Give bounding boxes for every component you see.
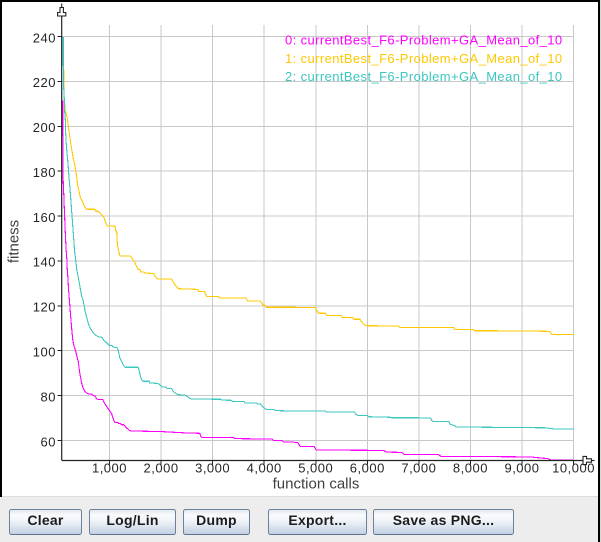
svg-text:9,000: 9,000 <box>504 461 539 476</box>
svg-text:1: currentBest_F6-Problem+GA_M: 1: currentBest_F6-Problem+GA_Mean_of_10 <box>285 51 563 66</box>
svg-text:80: 80 <box>41 389 56 404</box>
svg-text:1,000: 1,000 <box>92 461 127 476</box>
svg-text:100: 100 <box>33 344 56 359</box>
svg-text:0: currentBest_F6-Problem+GA_M: 0: currentBest_F6-Problem+GA_Mean_of_10 <box>285 33 563 48</box>
svg-text:4,000: 4,000 <box>247 461 282 476</box>
svg-text:240: 240 <box>33 30 56 45</box>
svg-text:120: 120 <box>33 300 56 315</box>
svg-text:fitness: fitness <box>6 220 23 263</box>
svg-text:140: 140 <box>33 255 56 270</box>
svg-text:160: 160 <box>33 210 56 225</box>
svg-text:220: 220 <box>33 75 56 90</box>
svg-text:180: 180 <box>33 165 56 180</box>
svg-text:2,000: 2,000 <box>144 461 179 476</box>
svg-text:60: 60 <box>41 434 56 449</box>
svg-text:2: currentBest_F6-Problem+GA_M: 2: currentBest_F6-Problem+GA_Mean_of_10 <box>285 69 563 84</box>
svg-text:5,000: 5,000 <box>298 461 333 476</box>
svg-text:3,000: 3,000 <box>195 461 230 476</box>
svg-text:6,000: 6,000 <box>350 461 385 476</box>
svg-text:function calls: function calls <box>273 476 360 493</box>
svg-text:8,000: 8,000 <box>453 461 488 476</box>
svg-text:200: 200 <box>33 120 56 135</box>
svg-text:7,000: 7,000 <box>401 461 436 476</box>
